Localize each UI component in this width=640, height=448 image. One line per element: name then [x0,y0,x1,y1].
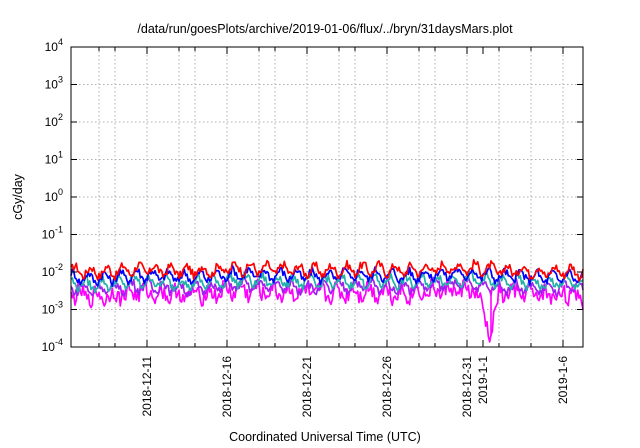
y-tick-label: 10-1 [42,225,63,242]
y-tick-label: 102 [45,112,63,129]
series-line-2 [70,264,584,287]
series-line-3 [70,271,584,294]
x-axis: 2018-12-11 2018-12-16 2018-12-21 2018-12-26… [98,47,570,418]
x-tick-label: 2018-12-16 [220,356,234,418]
y-tick-label: 10-3 [42,300,63,317]
x-tick-label: 2018-12-21 [300,356,314,418]
y-axis: 10-4 10-3 10-2 10-1 100 101 102 103 104 [42,37,583,354]
x-tick-label: 2019-1-6 [556,356,570,404]
y-tick-label: 101 [45,150,63,167]
x-tick-label: 2018-12-26 [380,356,394,418]
series-line-1 [70,258,584,282]
y-tick-label: 100 [45,187,63,204]
x-tick-label: 2018-12-11 [140,356,154,417]
grid [71,47,583,347]
x-axis-label: Coordinated Universal Time (UTC) [229,430,421,444]
series-group [70,258,584,343]
x-tick-label: 2019-1-1 [476,356,490,404]
series-line-4 [70,275,584,298]
y-tick-label: 104 [45,37,63,54]
y-axis-label: cGy/day [11,173,25,220]
series-line-5 [70,278,584,343]
x-tick-label: 2018-12-31 [460,356,474,418]
chart-title: /data/run/goesPlots/archive/2019-01-06/f… [137,22,513,36]
y-tick-label: 103 [45,75,63,92]
y-tick-label: 10-2 [42,262,63,279]
y-tick-label: 10-4 [42,337,63,354]
